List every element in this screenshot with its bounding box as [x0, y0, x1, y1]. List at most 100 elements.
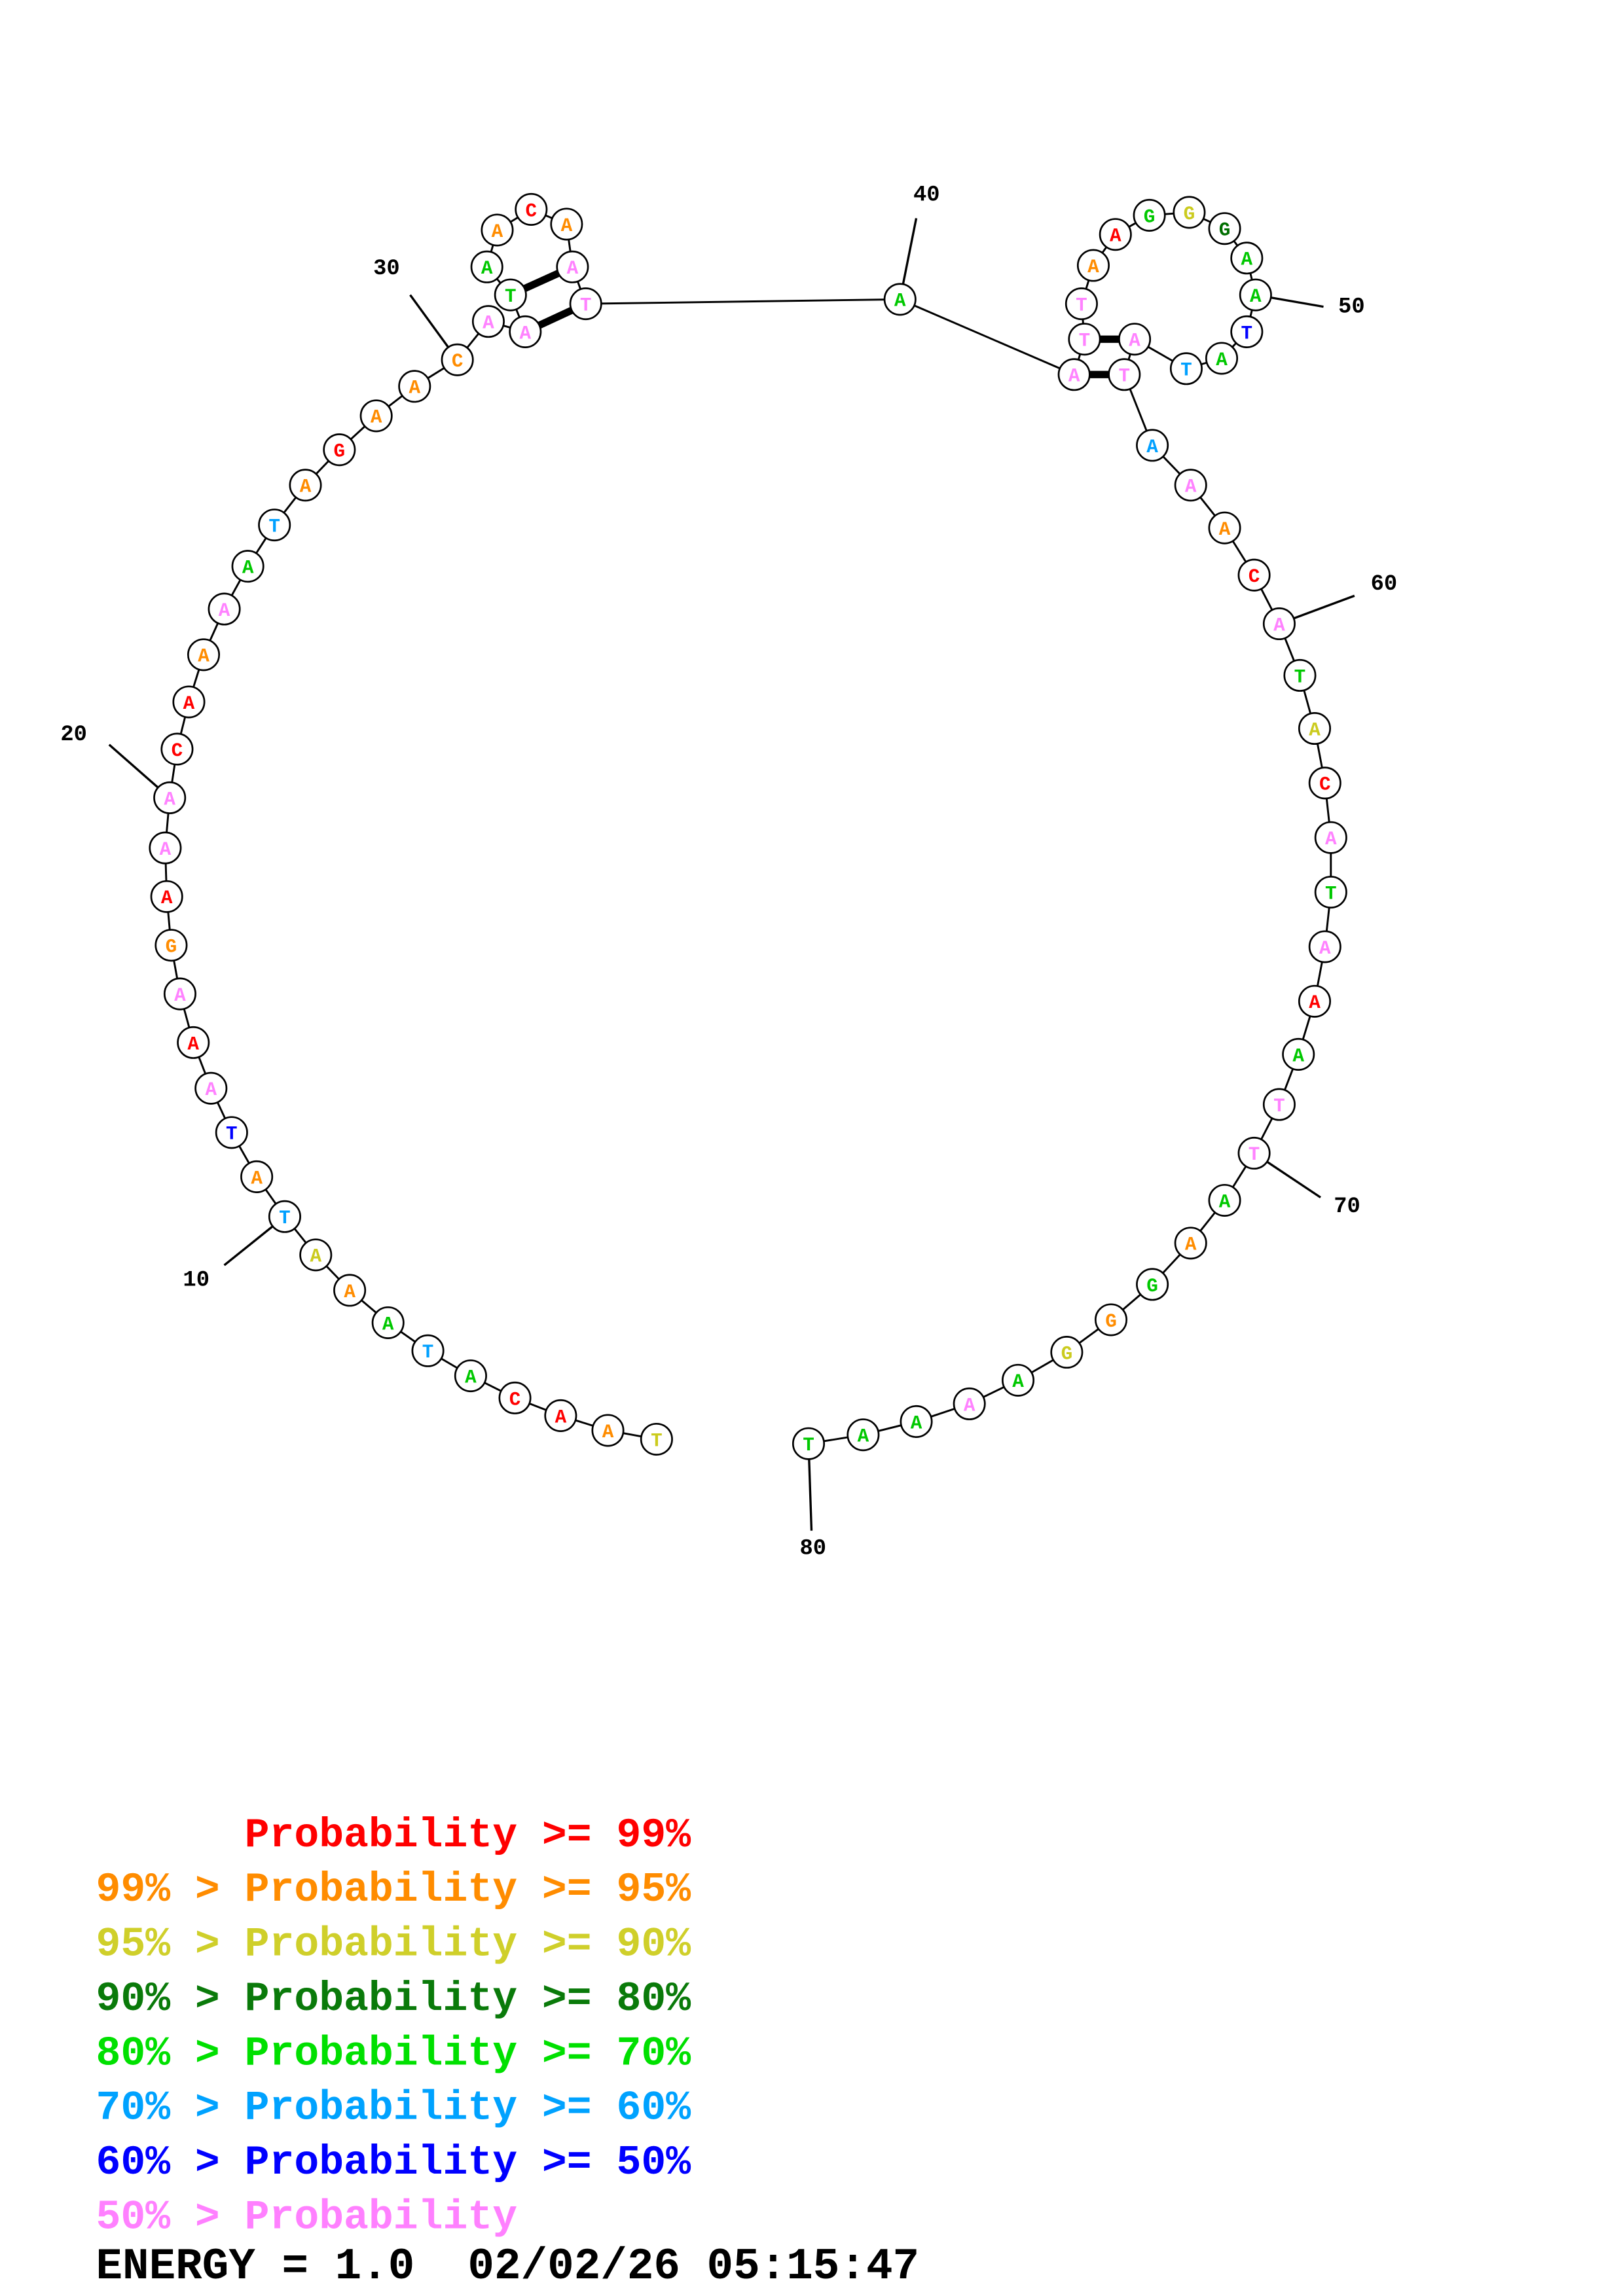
nucleotide-circle: [1065, 287, 1098, 321]
nucleotide-base: A: [198, 646, 210, 668]
nucleotide-circle: [515, 192, 548, 226]
nucleotide-circle: [1230, 242, 1264, 275]
nucleotide-base: G: [1105, 1311, 1117, 1333]
nucleotide-circle: [441, 343, 474, 376]
nucleotide-circle: [494, 278, 527, 312]
legend-item: 80% > Probability >= 70%: [96, 2030, 691, 2077]
nucleotide-base: A: [1216, 350, 1228, 371]
nucleotide-circle: [289, 469, 322, 502]
nucleotide-base: A: [371, 407, 382, 429]
nucleotide-circle: [160, 732, 194, 766]
nucleotide-base: G: [166, 937, 177, 958]
nucleotide-circle: [359, 399, 393, 433]
nucleotide-base: C: [172, 740, 183, 762]
nucleotide-base: A: [1012, 1371, 1024, 1393]
nucleotide-circle: [1094, 1303, 1128, 1336]
nucleotide-base: A: [242, 558, 254, 579]
nucleotide-circle: [1050, 1336, 1084, 1369]
nucleotide-base: A: [174, 985, 186, 1007]
nucleotide-circle: [1208, 1183, 1241, 1217]
nucleotide-circle: [591, 1414, 625, 1447]
nucleotide-circle: [215, 1116, 248, 1149]
nucleotide-circle: [1239, 278, 1272, 312]
nucleotide-circle: [1314, 876, 1347, 909]
nucleotide-circle: [1099, 218, 1132, 251]
position-label: 30: [373, 257, 400, 281]
position-label: 50: [1338, 295, 1365, 320]
nucleotide-circle: [1237, 1136, 1271, 1170]
nucleotide-circle: [1208, 212, 1241, 245]
nucleotide-base: A: [1087, 257, 1099, 278]
legend-item: Probability >= 99%: [96, 1812, 691, 1859]
nucleotide-base: G: [1061, 1343, 1073, 1365]
nucleotide-base: T: [1249, 1144, 1260, 1166]
nucleotide-base: A: [1309, 719, 1321, 741]
nucleotide-circle: [155, 929, 188, 962]
nucleotide-circle: [1237, 558, 1271, 592]
nucleotide-circle: [398, 370, 431, 403]
nucleotide-base: T: [1294, 666, 1306, 688]
nucleotide-base: A: [602, 1422, 614, 1443]
nucleotide-circle: [1298, 984, 1332, 1018]
energy-line: ENERGY = 1.0 02/02/26 05:15:47: [96, 2242, 919, 2292]
nucleotide-base: A: [1219, 1191, 1231, 1213]
nucleotide-circle: [1174, 469, 1207, 502]
nucleotide-base: A: [219, 600, 230, 622]
nucleotide-base: A: [520, 323, 532, 344]
nucleotide-circle: [1133, 198, 1166, 232]
nucleotide-base: T: [1241, 323, 1253, 344]
nucleotide-circle: [208, 592, 241, 626]
nucleotide-base: A: [161, 888, 173, 909]
nucleotide-circle: [1282, 1037, 1315, 1071]
nucleotide-circle: [194, 1071, 228, 1105]
nucleotide-circle: [544, 1399, 577, 1432]
legend-item: 99% > Probability >= 95%: [96, 1866, 691, 1913]
nucleotide-base: A: [1319, 938, 1331, 960]
nucleotide-circle: [847, 1418, 880, 1452]
nucleotide-base: T: [1325, 883, 1337, 905]
nucleotide-circle: [471, 305, 505, 338]
nucleotide-base: G: [1146, 1276, 1158, 1297]
nucleotide-circle: [1262, 1088, 1296, 1121]
nucleotide-base: G: [334, 441, 346, 463]
nucleotide-circle: [163, 977, 196, 1011]
nucleotide-circle: [268, 1200, 301, 1233]
nucleotide-circle: [177, 1026, 210, 1059]
nucleotide-circle: [299, 1238, 333, 1272]
nucleotide-circle: [792, 1427, 826, 1460]
nucleotide-base: A: [187, 1033, 199, 1055]
nucleotide-base: C: [526, 200, 538, 222]
nucleotide-base: A: [1309, 992, 1321, 1014]
nucleotide-base: A: [1241, 249, 1253, 271]
nucleotide-circle: [1262, 607, 1296, 641]
nucleotide-circle: [1308, 930, 1341, 963]
nucleotide-base: A: [561, 215, 573, 237]
nucleotide-circle: [1057, 358, 1091, 391]
nucleotide-base: A: [164, 789, 175, 810]
nucleotide-base: A: [911, 1412, 922, 1434]
nucleotide-circle: [1205, 342, 1239, 375]
nucleotide-base: A: [1219, 519, 1231, 541]
nucleotide-base: A: [483, 313, 494, 334]
nucleotide-base: A: [1146, 437, 1158, 458]
nucleotide-base: A: [251, 1168, 263, 1189]
nucleotide-circle: [1136, 1268, 1169, 1301]
nucleotide-circle: [481, 213, 514, 247]
nucleotide-base: A: [382, 1314, 394, 1335]
nucleotide-circle: [1001, 1363, 1035, 1397]
nucleotide-base: A: [160, 839, 172, 861]
nucleotide-circle: [1298, 711, 1332, 745]
nucleotide-circle: [883, 283, 917, 316]
probability-legend: Probability >= 99% 99% > Probability >= …: [96, 1812, 691, 2241]
nucleotide-base: A: [1292, 1045, 1304, 1067]
nucleotide-circle: [470, 250, 503, 283]
nucleotide-circle: [1118, 323, 1152, 356]
nucleotide-circle: [1108, 358, 1141, 391]
nucleotide-circle: [454, 1359, 487, 1393]
backbone-segment: [900, 298, 1075, 376]
nucleotide-base: A: [1068, 366, 1080, 387]
nucleotide-circle: [371, 1306, 405, 1339]
nucleotide-base: A: [1273, 615, 1285, 636]
nucleotide-circle: [1173, 196, 1206, 229]
